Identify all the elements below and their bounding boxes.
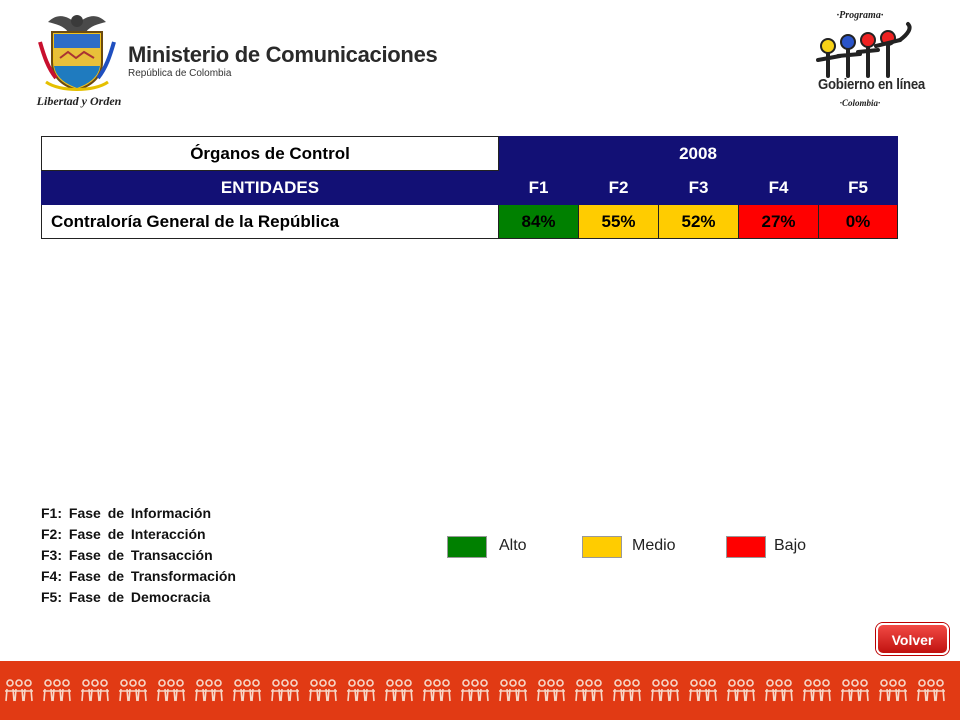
people-figures-icon [816,22,912,78]
column-header-entidades: ENTIDADES [41,170,499,205]
column-header-f3: F3 [658,170,739,205]
column-header-row: ENTIDADES F1 F2 F3 F4 F5 [41,170,898,205]
column-header-f4: F4 [738,170,819,205]
legend-label-bajo: Bajo [774,537,807,554]
ministry-subtitle: República de Colombia [128,68,232,79]
table-row: Contraloría General de la República 84% … [41,204,898,239]
legend-label-medio: Medio [632,537,676,554]
f4-value-cell: 27% [738,204,819,239]
legend-label-alto: Alto [499,537,527,554]
phase-note: F2: Fase de Interacción [41,526,206,542]
ministry-title: Ministerio de Comunicaciones [128,42,438,67]
motto-text: Libertad y Orden [36,94,122,108]
f3-value-cell: 52% [658,204,739,239]
phase-note: F4: Fase de Transformación [41,568,236,584]
phase-note: F3: Fase de Transacción [41,547,213,563]
table-title-row: Órganos de Control 2008 [41,136,898,171]
legend-swatch-alto [447,536,487,558]
column-header-f5: F5 [818,170,898,205]
legend-swatch-bajo [726,536,766,558]
group-title-cell: Órganos de Control [41,136,499,171]
entity-name-cell: Contraloría General de la República [41,204,499,239]
column-header-f1: F1 [498,170,579,205]
phase-note: F1: Fase de Información [41,505,212,521]
ministry-logo: Libertad y Orden Ministerio de Comunicac… [34,10,438,115]
phase-note: F5: Fase de Democracia [41,589,211,605]
year-cell: 2008 [498,136,898,171]
phase-legend: F1: Fase de Información F2: Fase de Inte… [41,503,236,608]
people-pattern-icon [5,679,945,702]
program-country: ·Colombia· [839,98,881,108]
gobierno-en-linea-logo: ·Programa· Gobierno en línea ·Colombia· [812,10,937,112]
coat-of-arms-icon [38,15,116,92]
f2-value-cell: 55% [578,204,659,239]
column-header-f2: F2 [578,170,659,205]
program-name: Gobierno en línea [818,76,926,93]
volver-button[interactable]: Volver [876,623,949,655]
program-label: ·Programa· [836,10,884,21]
legend-swatch-medio [582,536,622,558]
footer-band [0,661,960,720]
f5-value-cell: 0% [818,204,898,239]
results-table: Órganos de Control 2008 ENTIDADES F1 F2 … [41,136,898,239]
f1-value-cell: 84% [498,204,579,239]
